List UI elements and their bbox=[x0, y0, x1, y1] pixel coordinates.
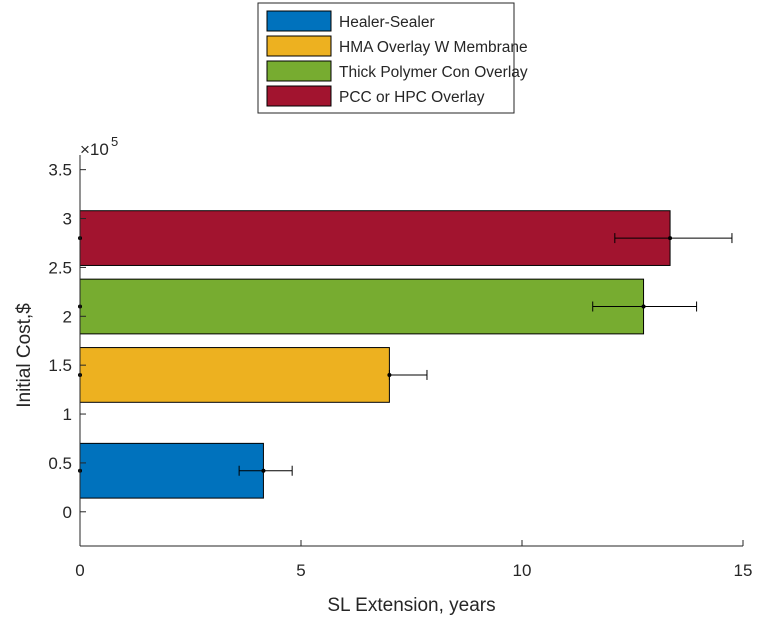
x-tick-label: 0 bbox=[75, 561, 84, 580]
value-marker-3 bbox=[641, 304, 646, 309]
bar-1 bbox=[79, 442, 264, 499]
x-tick-label: 10 bbox=[513, 561, 532, 580]
value-marker-2 bbox=[387, 372, 392, 377]
x-tick-label: 5 bbox=[296, 561, 305, 580]
legend-label-2: HMA Overlay W Membrane bbox=[339, 39, 528, 56]
legend-swatch-2 bbox=[266, 35, 332, 57]
x-tick-label: 15 bbox=[734, 561, 753, 580]
y-tick-label: 2 bbox=[63, 307, 72, 326]
y-tick-label: 1.5 bbox=[48, 356, 72, 375]
y-tick-label: 0.5 bbox=[48, 454, 72, 473]
bar-2 bbox=[79, 347, 390, 403]
legend-swatch-4 bbox=[266, 85, 332, 107]
y-tick-label: 3 bbox=[63, 210, 72, 229]
y-tick-label: 2.5 bbox=[48, 258, 72, 277]
y-exponent-power: 5 bbox=[111, 134, 118, 149]
legend: Healer-Sealer HMA Overlay W Membrane Thick… bbox=[257, 2, 528, 114]
legend-label-1: Healer-Sealer bbox=[339, 14, 435, 31]
legend-swatch-3 bbox=[266, 60, 332, 82]
y-exponent-label: ×10 bbox=[80, 140, 109, 159]
y-tick-label: 1 bbox=[63, 405, 72, 424]
legend-label-3: Thick Polymer Con Overlay bbox=[339, 64, 528, 81]
value-marker-4 bbox=[668, 236, 673, 241]
y-tick-label: 3.5 bbox=[48, 161, 72, 180]
value-marker-1 bbox=[261, 468, 266, 473]
bar-3 bbox=[79, 278, 645, 335]
legend-label-4: PCC or HPC Overlay bbox=[339, 89, 485, 106]
bars bbox=[78, 210, 733, 499]
y-axis-title: Initial Cost,$ bbox=[14, 303, 35, 408]
y-tick-label: 0 bbox=[63, 503, 72, 522]
axes: 0 5 10 15 0 0.5 1 1.5 2 2.5 3 3.5 bbox=[48, 155, 752, 580]
bar-4 bbox=[79, 210, 671, 266]
legend-swatch-1 bbox=[266, 10, 332, 32]
x-axis-title: SL Extension, years bbox=[327, 595, 495, 616]
